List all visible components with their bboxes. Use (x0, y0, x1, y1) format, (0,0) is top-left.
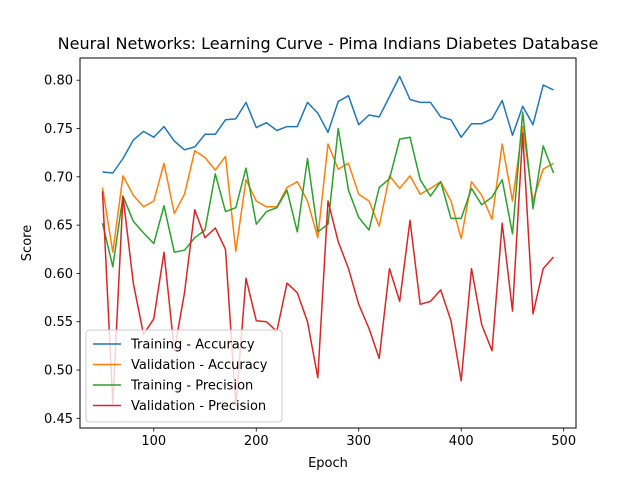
y-tick-label: 0.60 (44, 267, 73, 282)
x-tick-label: 300 (346, 434, 371, 449)
series-line-validation-accuracy (101, 125, 554, 253)
y-tick-label: 0.50 (44, 364, 73, 379)
y-tick-label: 0.65 (44, 219, 73, 234)
y-tick-label: 0.70 (44, 170, 73, 185)
legend-label-training-accuracy: Training - Accuracy (130, 338, 255, 353)
legend-box (85, 329, 283, 423)
series-line-training-precision (101, 111, 555, 268)
legend-label-training-precision: Training - Precision (130, 379, 253, 394)
chart-title: Neural Networks: Learning Curve - Pima I… (58, 34, 599, 53)
y-axis-label: Score (20, 225, 35, 261)
x-axis-ticks: 100 200 300 400 500 (141, 428, 576, 449)
y-tick-label: 0.55 (44, 315, 73, 330)
x-tick-label: 400 (449, 434, 474, 449)
x-tick-label: 100 (141, 434, 166, 449)
x-tick-label: 200 (244, 434, 269, 449)
legend-label-validation-accuracy: Validation - Accuracy (131, 358, 268, 373)
series-line-training-accuracy (102, 75, 554, 174)
x-tick-label: 500 (551, 434, 576, 449)
legend-label-validation-precision: Validation - Precision (131, 399, 266, 414)
x-axis-label: Epoch (308, 456, 348, 471)
y-axis-ticks: 0.45 0.50 0.55 0.60 0.65 0.70 0.75 0.80 (44, 74, 80, 427)
y-tick-label: 0.45 (44, 412, 73, 427)
plot-frame (79, 57, 577, 429)
legend: Training - Accuracy Validation - Accuracy… (85, 329, 283, 423)
y-tick-label: 0.75 (44, 122, 73, 137)
y-tick-label: 0.80 (44, 74, 73, 89)
